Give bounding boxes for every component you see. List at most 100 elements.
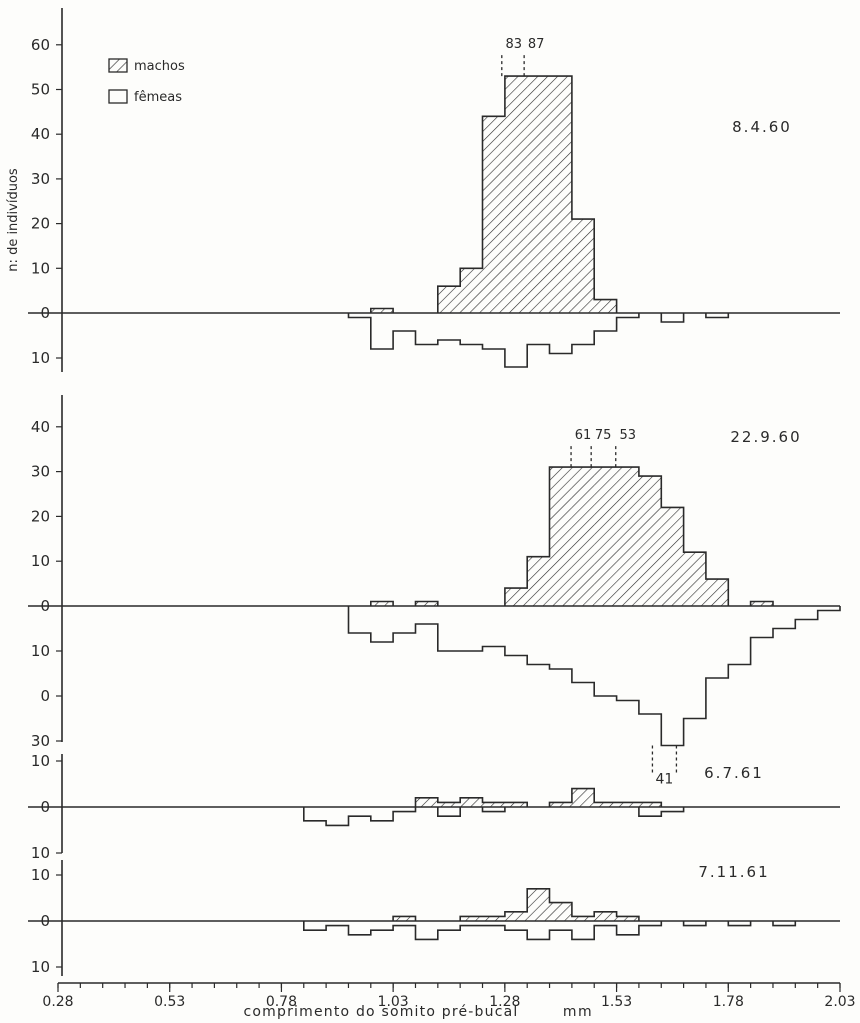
female-bar (527, 606, 549, 665)
female-bar (572, 313, 594, 345)
male-bar (616, 467, 639, 606)
male-bar (437, 286, 461, 313)
panel-4: 0 10 10 7.11.61 (28, 860, 840, 976)
y-tick-label: 40 (31, 125, 50, 143)
male-bar (527, 556, 550, 606)
male-bar (616, 916, 639, 921)
female-bar (550, 313, 572, 354)
y-tick-label: 0 (40, 687, 50, 705)
legend-female-label: fêmeas (134, 90, 182, 105)
female-bar (505, 921, 527, 930)
male-bar (504, 76, 528, 313)
female-bar (460, 313, 482, 345)
female-bar (527, 921, 549, 939)
x-tick-label: 0.28 (42, 994, 73, 1010)
overflow-label: 83 (506, 37, 523, 52)
y-tick-label: 60 (31, 36, 50, 54)
male-bar (370, 601, 394, 606)
legend-female-swatch (108, 89, 128, 104)
male-bar (504, 911, 528, 921)
male-bar (415, 601, 438, 606)
female-bar (304, 921, 326, 930)
y-tick-label: 0 (40, 912, 50, 930)
female-bar (505, 313, 527, 367)
female-outline (347, 313, 730, 368)
x-tick-label: 0.78 (266, 994, 297, 1010)
female-bar (371, 606, 393, 642)
male-outline (414, 787, 663, 807)
x-axis-unit: mm (563, 1004, 593, 1020)
male-bar (370, 308, 394, 313)
y-tick-label: 10 (31, 259, 50, 277)
male-bar (594, 467, 617, 606)
male-bar (549, 76, 572, 313)
male-bar (527, 76, 550, 313)
legend-male-swatch (108, 58, 128, 73)
x-tick-label: 0.53 (154, 994, 185, 1010)
y-tick-label: 20 (31, 215, 50, 233)
male-bar (594, 911, 617, 921)
female-bar (505, 606, 527, 656)
legend-male-label: machos (134, 59, 185, 74)
y-tick-label: 10 (31, 552, 50, 570)
panel-title: 8.4.60 (732, 118, 792, 136)
male-outline (370, 75, 618, 313)
male-bar (638, 802, 662, 807)
overflow-label: 41 (656, 772, 674, 788)
male-bar (616, 802, 639, 807)
female-bar (550, 606, 572, 669)
male-bar (571, 467, 595, 606)
y-tick-label: 30 (31, 732, 50, 750)
female-bar (393, 606, 415, 633)
y-tick-label: 0 (40, 597, 50, 615)
panel-title: 6.7.61 (704, 764, 764, 782)
x-tick-label: 1.53 (601, 994, 632, 1010)
male-bar (549, 467, 572, 606)
female-bar (460, 606, 482, 651)
female-bar (371, 807, 393, 821)
female-bar (438, 606, 460, 651)
y-tick-label: 10 (31, 958, 50, 976)
female-bar (594, 606, 616, 696)
female-bar (348, 606, 370, 633)
female-outline (347, 606, 841, 747)
female-bar (371, 313, 393, 349)
male-bar (415, 797, 438, 807)
female-bar (572, 921, 594, 939)
female-bar (639, 606, 661, 714)
male-bar (460, 916, 483, 921)
female-bar (617, 606, 639, 701)
male-bar (705, 579, 729, 606)
female-bar (550, 921, 572, 930)
y-tick-label: 10 (31, 844, 50, 862)
male-bar (527, 888, 550, 921)
female-bar (304, 807, 326, 821)
female-outline (303, 807, 685, 827)
female-bar (371, 921, 393, 930)
female-bar (661, 313, 683, 322)
male-bar (661, 507, 684, 606)
male-bar (504, 802, 528, 807)
female-bar (438, 313, 460, 340)
male-bar (437, 802, 461, 807)
male-bar (549, 802, 572, 807)
y-tick-label: 10 (31, 642, 50, 660)
female-bar (795, 606, 817, 620)
female-outline (303, 921, 797, 941)
male-bar (482, 802, 505, 807)
female-bar (684, 606, 706, 719)
female-bar (639, 807, 661, 816)
male-bar (460, 797, 483, 807)
panel-3: 0 10 10 6.7.61 (28, 752, 840, 862)
y-tick-label: 0 (40, 798, 50, 816)
female-bar (572, 606, 594, 683)
male-bar (549, 902, 572, 921)
x-axis-label: comprimento do somito pré-bucal (244, 1004, 519, 1020)
panel-title: 22.9.60 (730, 428, 801, 446)
x-tick-label: 2.03 (824, 994, 855, 1010)
y-tick-label: 30 (31, 170, 50, 188)
female-bar (348, 807, 370, 816)
female-bar (706, 606, 728, 678)
